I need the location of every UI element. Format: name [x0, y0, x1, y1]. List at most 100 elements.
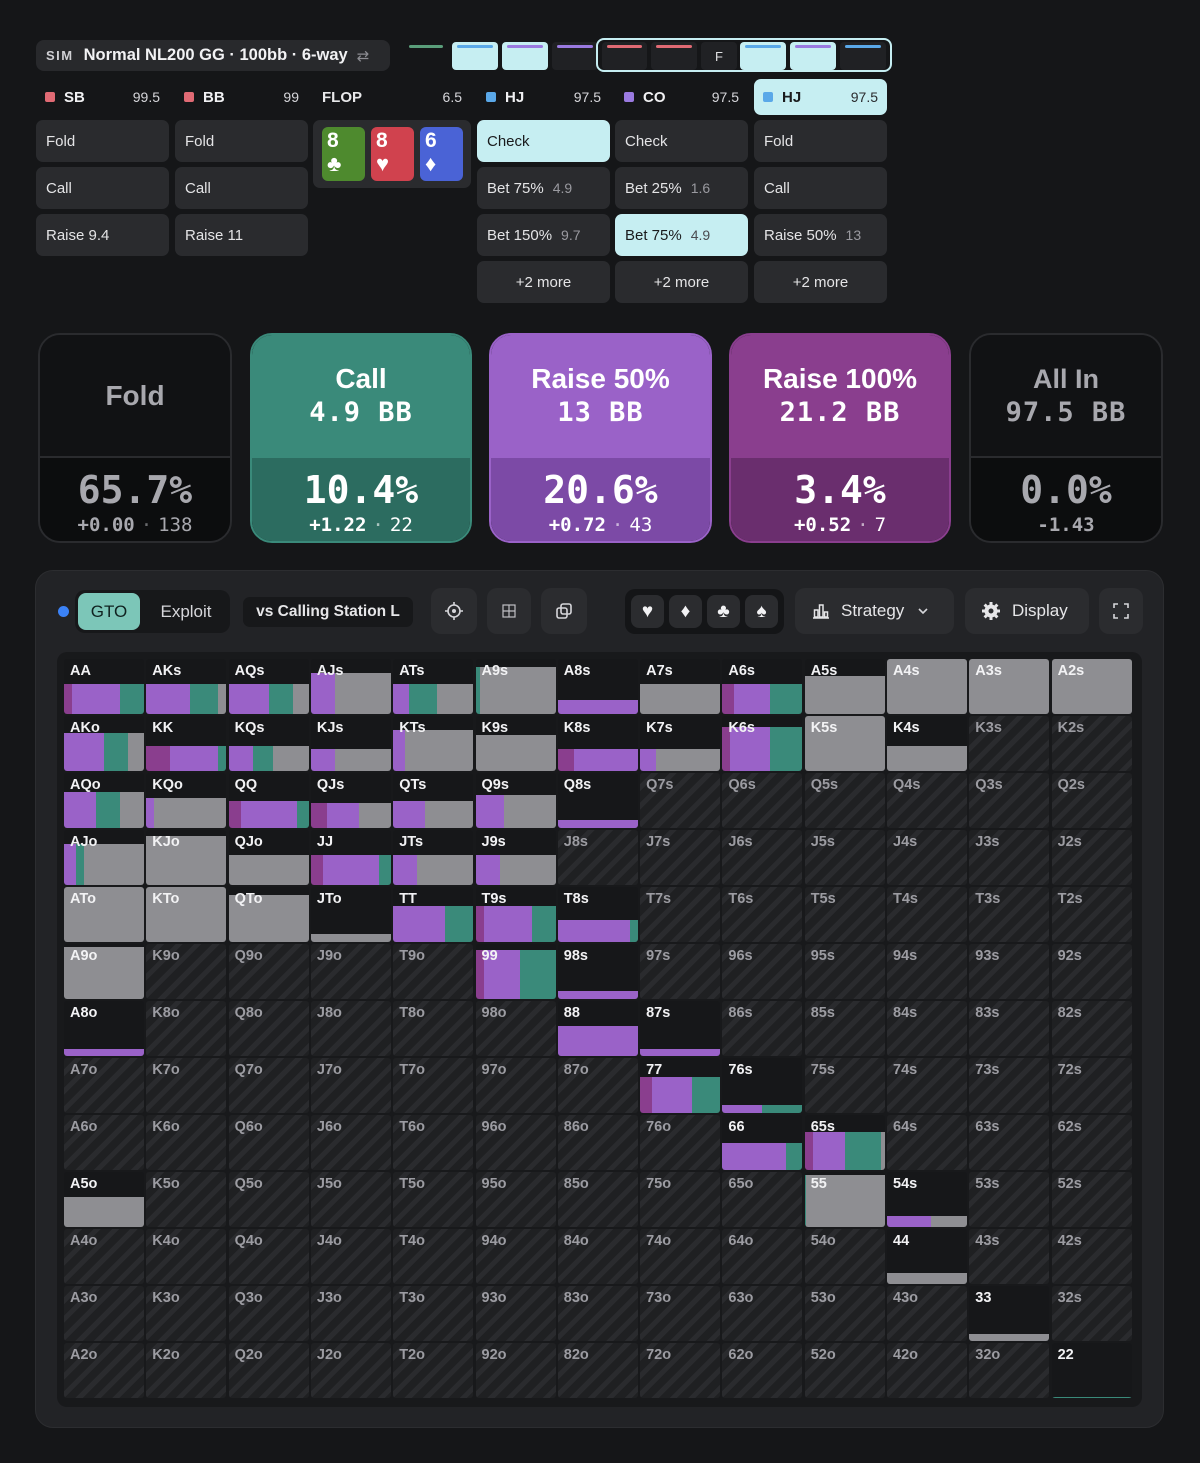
hand-cell-85s[interactable]: 85s: [804, 1001, 885, 1056]
hand-cell-J7o[interactable]: J7o: [310, 1058, 391, 1113]
hand-cell-97s[interactable]: 97s: [640, 944, 721, 999]
hand-cell-Q4o[interactable]: Q4o: [228, 1229, 309, 1284]
hand-cell-K8s[interactable]: K8s: [557, 716, 638, 771]
hand-cell-A3o[interactable]: A3o: [64, 1286, 144, 1341]
hand-cell-22[interactable]: 22: [1051, 1343, 1132, 1398]
hand-cell-KQs[interactable]: KQs: [228, 716, 309, 771]
hand-cell-42s[interactable]: 42s: [1051, 1229, 1132, 1284]
hand-cell-A8o[interactable]: A8o: [64, 1001, 144, 1056]
hand-cell-KJo[interactable]: KJo: [146, 830, 227, 885]
hand-cell-53o[interactable]: 53o: [804, 1286, 885, 1341]
hand-cell-53s[interactable]: 53s: [969, 1172, 1050, 1227]
hand-cell-86o[interactable]: 86o: [557, 1115, 638, 1170]
more-actions-button[interactable]: +2 more: [754, 261, 887, 303]
hand-cell-T3s[interactable]: T3s: [969, 887, 1050, 942]
history-step[interactable]: [651, 42, 697, 70]
hand-cell-K4s[interactable]: K4s: [887, 716, 967, 771]
hand-cell-AKs[interactable]: AKs: [146, 659, 227, 714]
hand-cell-AQo[interactable]: AQo: [64, 773, 144, 828]
hand-cell-55[interactable]: 55: [804, 1172, 885, 1227]
hand-cell-44[interactable]: 44: [887, 1229, 967, 1284]
hand-cell-75s[interactable]: 75s: [804, 1058, 885, 1113]
history-step[interactable]: [790, 42, 836, 70]
hand-cell-A2o[interactable]: A2o: [64, 1343, 144, 1398]
hand-cell-J6s[interactable]: J6s: [722, 830, 803, 885]
hand-cell-J9o[interactable]: J9o: [310, 944, 391, 999]
player-header[interactable]: CO 97.5: [615, 79, 748, 115]
hand-cell-J8s[interactable]: J8s: [557, 830, 638, 885]
action-summary-card[interactable]: Raise 100% 21.2 BB 3.4% +0.52 · 7: [729, 333, 951, 543]
player-header[interactable]: SB 99.5: [36, 79, 169, 115]
hand-cell-T4o[interactable]: T4o: [393, 1229, 474, 1284]
hand-cell-J5s[interactable]: J5s: [804, 830, 885, 885]
history-step[interactable]: [740, 42, 786, 70]
hand-cell-76o[interactable]: 76o: [640, 1115, 721, 1170]
hand-cell-T9o[interactable]: T9o: [393, 944, 474, 999]
hand-cell-T3o[interactable]: T3o: [393, 1286, 474, 1341]
hand-cell-K4o[interactable]: K4o: [146, 1229, 227, 1284]
action-button[interactable]: Fold: [754, 120, 887, 162]
hand-cell-T4s[interactable]: T4s: [887, 887, 967, 942]
more-actions-button[interactable]: +2 more: [615, 261, 748, 303]
hand-cell-T5s[interactable]: T5s: [804, 887, 885, 942]
hand-cell-KTo[interactable]: KTo: [146, 887, 227, 942]
hand-cell-AA[interactable]: AA: [64, 659, 144, 714]
display-button[interactable]: Display: [965, 588, 1089, 634]
spade-icon[interactable]: ♠: [745, 595, 778, 628]
hand-cell-52o[interactable]: 52o: [804, 1343, 885, 1398]
hand-cell-A6o[interactable]: A6o: [64, 1115, 144, 1170]
hand-cell-J3o[interactable]: J3o: [310, 1286, 391, 1341]
history-step[interactable]: [602, 42, 647, 70]
hand-cell-AJs[interactable]: AJs: [310, 659, 391, 714]
hand-cell-86s[interactable]: 86s: [722, 1001, 803, 1056]
hand-cell-42o[interactable]: 42o: [887, 1343, 967, 1398]
hand-cell-A5s[interactable]: A5s: [804, 659, 885, 714]
hand-cell-K2s[interactable]: K2s: [1051, 716, 1132, 771]
hand-cell-KTs[interactable]: KTs: [393, 716, 474, 771]
hand-cell-J7s[interactable]: J7s: [640, 830, 721, 885]
hand-cell-73o[interactable]: 73o: [640, 1286, 721, 1341]
hand-cell-32s[interactable]: 32s: [1051, 1286, 1132, 1341]
hand-cell-92o[interactable]: 92o: [475, 1343, 556, 1398]
hand-cell-A7s[interactable]: A7s: [640, 659, 721, 714]
hand-cell-65o[interactable]: 65o: [722, 1172, 803, 1227]
hand-cell-43s[interactable]: 43s: [969, 1229, 1050, 1284]
hand-cell-ATo[interactable]: ATo: [64, 887, 144, 942]
hand-cell-95s[interactable]: 95s: [804, 944, 885, 999]
fullscreen-icon[interactable]: [1099, 588, 1143, 634]
hand-cell-AJo[interactable]: AJo: [64, 830, 144, 885]
hand-cell-62s[interactable]: 62s: [1051, 1115, 1132, 1170]
history-step[interactable]: [552, 42, 598, 70]
hand-cell-JJ[interactable]: JJ: [310, 830, 391, 885]
hand-cell-AQs[interactable]: AQs: [228, 659, 309, 714]
gto-tab[interactable]: GTO: [78, 593, 140, 630]
hand-cell-K6s[interactable]: K6s: [722, 716, 803, 771]
action-button[interactable]: Bet 75% 4.9: [615, 214, 748, 256]
hand-cell-J6o[interactable]: J6o: [310, 1115, 391, 1170]
action-summary-card[interactable]: Fold 65.7% +0.00 · 138: [38, 333, 232, 543]
hand-cell-82o[interactable]: 82o: [557, 1343, 638, 1398]
hand-cell-66[interactable]: 66: [722, 1115, 803, 1170]
hand-cell-QTs[interactable]: QTs: [393, 773, 474, 828]
hand-cell-J4o[interactable]: J4o: [310, 1229, 391, 1284]
hand-cell-85o[interactable]: 85o: [557, 1172, 638, 1227]
action-summary-card[interactable]: All In 97.5 BB 0.0% -1.43: [969, 333, 1163, 543]
swap-icon[interactable]: ⇄: [356, 47, 370, 65]
hand-cell-63s[interactable]: 63s: [969, 1115, 1050, 1170]
hand-cell-T2s[interactable]: T2s: [1051, 887, 1132, 942]
hand-cell-93o[interactable]: 93o: [475, 1286, 556, 1341]
hand-cell-K9o[interactable]: K9o: [146, 944, 227, 999]
action-button[interactable]: Check: [615, 120, 748, 162]
hand-cell-T2o[interactable]: T2o: [393, 1343, 474, 1398]
hand-cell-K6o[interactable]: K6o: [146, 1115, 227, 1170]
hand-cell-83s[interactable]: 83s: [969, 1001, 1050, 1056]
history-step[interactable]: [452, 42, 498, 70]
hand-cell-K3s[interactable]: K3s: [969, 716, 1050, 771]
hand-cell-Q6s[interactable]: Q6s: [722, 773, 803, 828]
action-button[interactable]: Check: [477, 120, 610, 162]
hand-cell-96s[interactable]: 96s: [722, 944, 803, 999]
hand-cell-T6o[interactable]: T6o: [393, 1115, 474, 1170]
hand-cell-64o[interactable]: 64o: [722, 1229, 803, 1284]
hand-cell-K3o[interactable]: K3o: [146, 1286, 227, 1341]
hand-cell-J5o[interactable]: J5o: [310, 1172, 391, 1227]
